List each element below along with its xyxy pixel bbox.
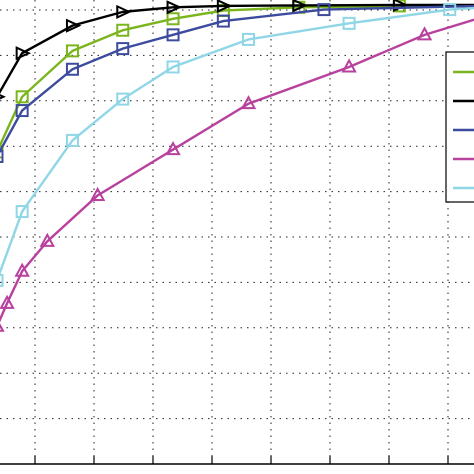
data-point-triangle xyxy=(240,95,257,110)
series-3 xyxy=(0,3,474,163)
data-point-triangle xyxy=(166,0,182,15)
grid xyxy=(0,0,474,464)
legend xyxy=(445,51,474,203)
data-point-triangle xyxy=(341,58,357,73)
data-point-square xyxy=(166,28,180,42)
data-point-triangle xyxy=(0,294,15,309)
series-group xyxy=(0,0,474,332)
series-line xyxy=(0,18,474,323)
data-point-square xyxy=(443,3,457,17)
data-point-square xyxy=(166,12,180,26)
data-point-square xyxy=(116,23,130,37)
data-point-square xyxy=(65,62,79,76)
series-4 xyxy=(0,18,474,332)
series-line xyxy=(0,6,474,276)
data-point-square xyxy=(242,32,255,46)
data-point-square xyxy=(65,44,79,58)
series-line xyxy=(0,4,474,149)
data-point-square xyxy=(0,149,4,163)
data-point-square xyxy=(116,42,130,56)
data-point-square xyxy=(342,16,356,30)
series-line xyxy=(0,3,474,95)
series-line xyxy=(0,4,474,154)
legend-box xyxy=(445,51,474,203)
data-point-triangle xyxy=(216,0,233,13)
data-point-triangle xyxy=(292,0,308,13)
data-point-square xyxy=(15,205,29,219)
data-point-square xyxy=(216,14,230,28)
data-point-triangle xyxy=(165,140,181,156)
data-point-triangle xyxy=(15,46,32,61)
series-5 xyxy=(0,3,474,287)
data-point-square xyxy=(15,104,29,118)
axes xyxy=(0,456,474,465)
data-point-square xyxy=(65,133,79,147)
series-1 xyxy=(0,0,474,159)
data-point-triangle xyxy=(89,186,106,201)
data-point-triangle xyxy=(116,4,132,19)
data-point-triangle xyxy=(39,232,55,247)
data-point-triangle xyxy=(416,26,433,41)
data-point-triangle xyxy=(0,323,5,332)
data-point-triangle xyxy=(14,262,30,277)
data-point-square xyxy=(0,273,4,287)
data-point-triangle xyxy=(65,18,82,33)
data-point-square xyxy=(317,3,331,17)
data-point-square xyxy=(166,60,180,74)
data-point-square xyxy=(15,90,29,104)
data-point-square xyxy=(116,92,130,106)
